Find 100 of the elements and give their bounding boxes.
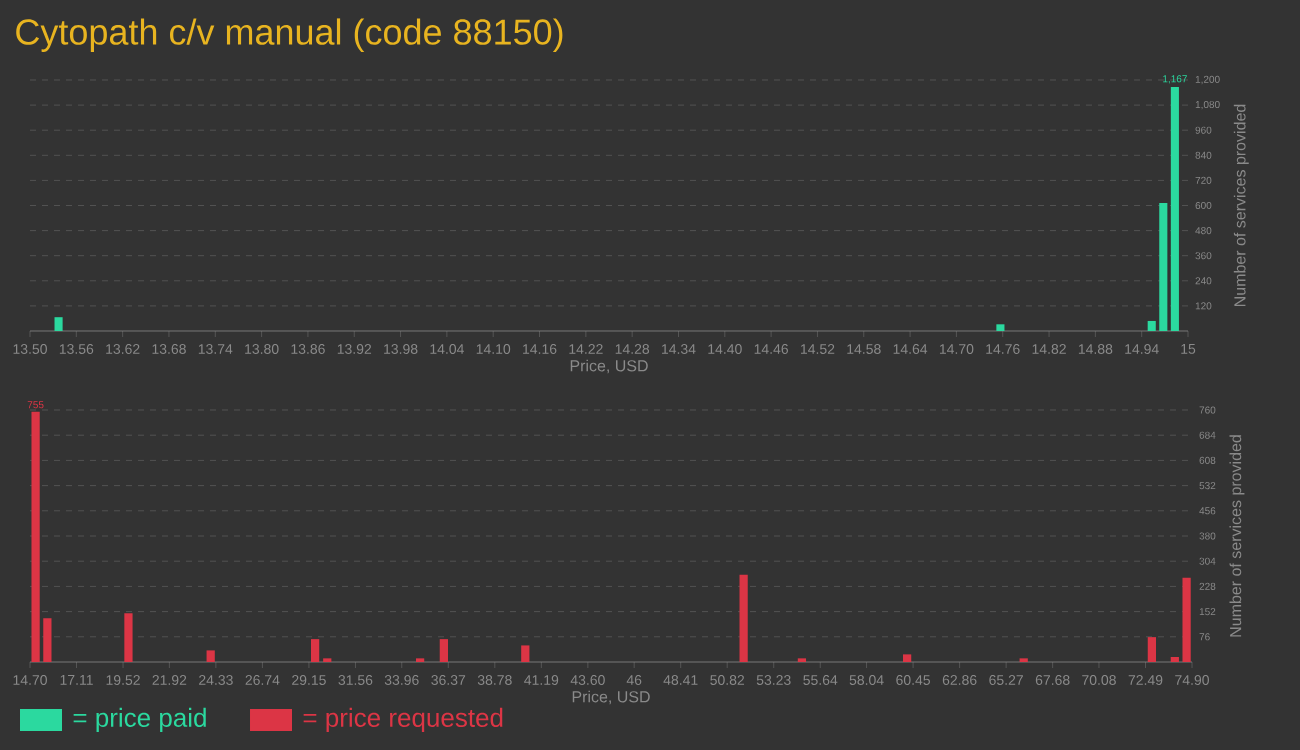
x-tick-label: 14.94 (1125, 344, 1159, 354)
x-tick-label: 24.33 (199, 675, 233, 685)
x-tick-label: 14.28 (615, 344, 650, 354)
x-tick-label: 41.19 (524, 675, 559, 685)
x-tick-label: 14.70 (13, 675, 47, 685)
bar (206, 650, 215, 662)
y-tick-label: 532 (1199, 482, 1216, 490)
bar (1182, 577, 1191, 662)
y-tick-label: 240 (1195, 277, 1212, 285)
data-label: 755 (27, 401, 44, 409)
x-tick-label: 13.50 (13, 344, 47, 354)
chart-title: Cytopath c/v manual (code 88150) (16, 18, 563, 52)
x-tick-label: 13.92 (337, 344, 372, 354)
y-axis-title: Number of services provided (1229, 435, 1245, 637)
bar (310, 639, 320, 662)
x-axis-title: Price, USD (572, 690, 650, 705)
x-tick-label: 50.82 (710, 675, 745, 685)
bar (1170, 86, 1179, 331)
y-tick-label: 480 (1195, 227, 1212, 235)
x-tick-label: 13.68 (152, 344, 186, 354)
x-tick-label: 36.37 (431, 675, 466, 685)
bar (521, 645, 530, 662)
bar (996, 324, 1005, 331)
legend-label: = price paid (73, 707, 206, 733)
x-tick-label: 46 (626, 675, 642, 685)
x-tick-label: 14.22 (569, 344, 603, 354)
x-tick-label: 14.16 (523, 344, 557, 354)
x-tick-label: 70.08 (1082, 675, 1116, 685)
y-tick-label: 684 (1199, 431, 1216, 439)
x-tick-label: 67.68 (1035, 675, 1070, 685)
y-tick-label: 840 (1195, 151, 1212, 159)
y-tick-label: 76 (1199, 633, 1210, 641)
x-tick-label: 74.90 (1175, 675, 1209, 685)
bar (124, 613, 133, 662)
x-tick-label: 13.74 (198, 344, 233, 354)
y-tick-label: 608 (1199, 456, 1216, 464)
bar (31, 411, 40, 662)
x-tick-label: 38.78 (477, 675, 512, 685)
bar (54, 317, 63, 331)
x-tick-label: 14.88 (1078, 344, 1113, 354)
x-tick-label: 43.60 (570, 675, 605, 685)
x-tick-label: 26.74 (245, 675, 280, 685)
x-tick-label: 48.41 (663, 675, 698, 685)
y-tick-label: 720 (1195, 176, 1212, 184)
bar (1147, 320, 1156, 331)
x-tick-label: 65.27 (989, 675, 1023, 685)
data-label: 1,167 (1163, 75, 1187, 84)
y-tick-label: 120 (1195, 302, 1212, 310)
bar (902, 654, 912, 662)
x-tick-label: 14.10 (476, 344, 511, 354)
bar (415, 658, 425, 662)
x-tick-label: 29.15 (292, 675, 326, 685)
x-tick-label: 33.96 (384, 675, 419, 685)
x-tick-label: 13.62 (106, 344, 140, 354)
x-tick-label: 53.23 (756, 675, 791, 685)
legend-label: = price requested (303, 707, 503, 733)
x-tick-label: 14.52 (801, 344, 835, 354)
y-tick-label: 360 (1195, 252, 1212, 260)
bar (439, 639, 448, 662)
x-tick-label: 31.56 (338, 675, 373, 685)
bar (1170, 657, 1179, 662)
y-tick-label: 960 (1195, 126, 1212, 134)
bar (323, 658, 332, 662)
x-tick-label: 55.64 (803, 675, 838, 685)
bar (1019, 658, 1028, 662)
y-tick-label: 304 (1199, 557, 1216, 565)
y-tick-label: 760 (1199, 406, 1216, 414)
x-tick-label: 17.11 (60, 675, 93, 685)
x-tick-label: 14.04 (430, 344, 464, 354)
x-tick-label: 19.52 (106, 675, 140, 685)
x-tick-label: 58.04 (849, 675, 884, 685)
y-axis-title: Number of services provided (1233, 104, 1249, 306)
x-tick-label: 14.64 (893, 344, 928, 354)
bar (1147, 637, 1156, 662)
x-tick-label: 14.46 (754, 344, 789, 354)
y-tick-label: 1,080 (1195, 100, 1220, 110)
x-tick-label: 14.34 (662, 344, 696, 354)
y-tick-label: 228 (1199, 582, 1216, 590)
x-tick-label: 13.80 (245, 344, 279, 354)
bar (43, 618, 52, 662)
y-tick-label: 1,200 (1195, 75, 1220, 85)
y-tick-label: 380 (1199, 532, 1216, 540)
bar (797, 658, 807, 662)
x-tick-label: 14.76 (986, 344, 1020, 354)
x-axis-title: Price, USD (570, 359, 648, 374)
bar (739, 574, 748, 662)
y-tick-label: 600 (1195, 201, 1212, 210)
x-tick-label: 15 (1181, 344, 1196, 354)
x-tick-label: 21.92 (152, 675, 187, 685)
y-tick-label: 456 (1199, 507, 1216, 515)
x-tick-label: 13.86 (291, 344, 325, 354)
x-tick-label: 14.58 (847, 344, 881, 354)
x-tick-label: 62.86 (942, 675, 977, 685)
x-tick-label: 14.40 (708, 344, 742, 354)
x-tick-label: 14.70 (939, 344, 974, 354)
y-tick-label: 152 (1199, 608, 1216, 616)
x-tick-label: 72.49 (1128, 675, 1163, 685)
x-tick-label: 60.45 (896, 675, 931, 685)
bar (1159, 202, 1168, 331)
x-tick-label: 13.56 (59, 344, 94, 354)
